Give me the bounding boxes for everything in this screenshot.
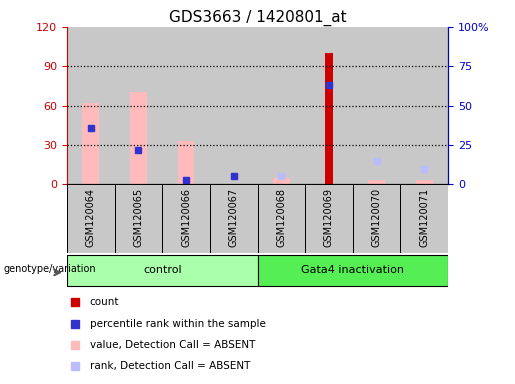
Bar xyxy=(258,184,305,253)
Bar xyxy=(130,93,147,184)
Text: GSM120068: GSM120068 xyxy=(277,188,286,247)
Text: count: count xyxy=(90,297,119,308)
Text: GSM120066: GSM120066 xyxy=(181,188,191,247)
Text: GSM120065: GSM120065 xyxy=(133,188,143,247)
Bar xyxy=(258,255,448,286)
Text: percentile rank within the sample: percentile rank within the sample xyxy=(90,318,266,329)
Bar xyxy=(210,27,258,184)
Text: genotype/variation: genotype/variation xyxy=(3,264,96,274)
Text: GSM120064: GSM120064 xyxy=(86,188,96,247)
Bar xyxy=(67,27,115,184)
Bar xyxy=(401,27,448,184)
Bar xyxy=(368,180,385,184)
Bar xyxy=(416,180,433,184)
Text: rank, Detection Call = ABSENT: rank, Detection Call = ABSENT xyxy=(90,361,250,371)
Bar xyxy=(324,53,333,184)
Text: control: control xyxy=(143,265,182,275)
Bar xyxy=(258,27,305,184)
Text: GSM120069: GSM120069 xyxy=(324,188,334,247)
Bar xyxy=(162,184,210,253)
Bar xyxy=(273,178,289,184)
Bar xyxy=(401,184,448,253)
Text: GSM120067: GSM120067 xyxy=(229,188,238,247)
Bar xyxy=(67,255,258,286)
Text: GSM120070: GSM120070 xyxy=(372,188,382,247)
Bar xyxy=(210,184,258,253)
Title: GDS3663 / 1420801_at: GDS3663 / 1420801_at xyxy=(169,9,346,25)
Bar xyxy=(82,103,99,184)
Bar xyxy=(114,27,162,184)
Bar xyxy=(353,27,401,184)
Bar xyxy=(353,184,401,253)
Text: Gata4 inactivation: Gata4 inactivation xyxy=(301,265,404,275)
Bar xyxy=(162,27,210,184)
Bar xyxy=(305,184,353,253)
Text: value, Detection Call = ABSENT: value, Detection Call = ABSENT xyxy=(90,339,255,350)
Bar xyxy=(305,27,353,184)
Bar xyxy=(114,184,162,253)
Bar xyxy=(178,141,194,184)
Bar xyxy=(67,184,115,253)
Text: GSM120071: GSM120071 xyxy=(419,188,429,247)
